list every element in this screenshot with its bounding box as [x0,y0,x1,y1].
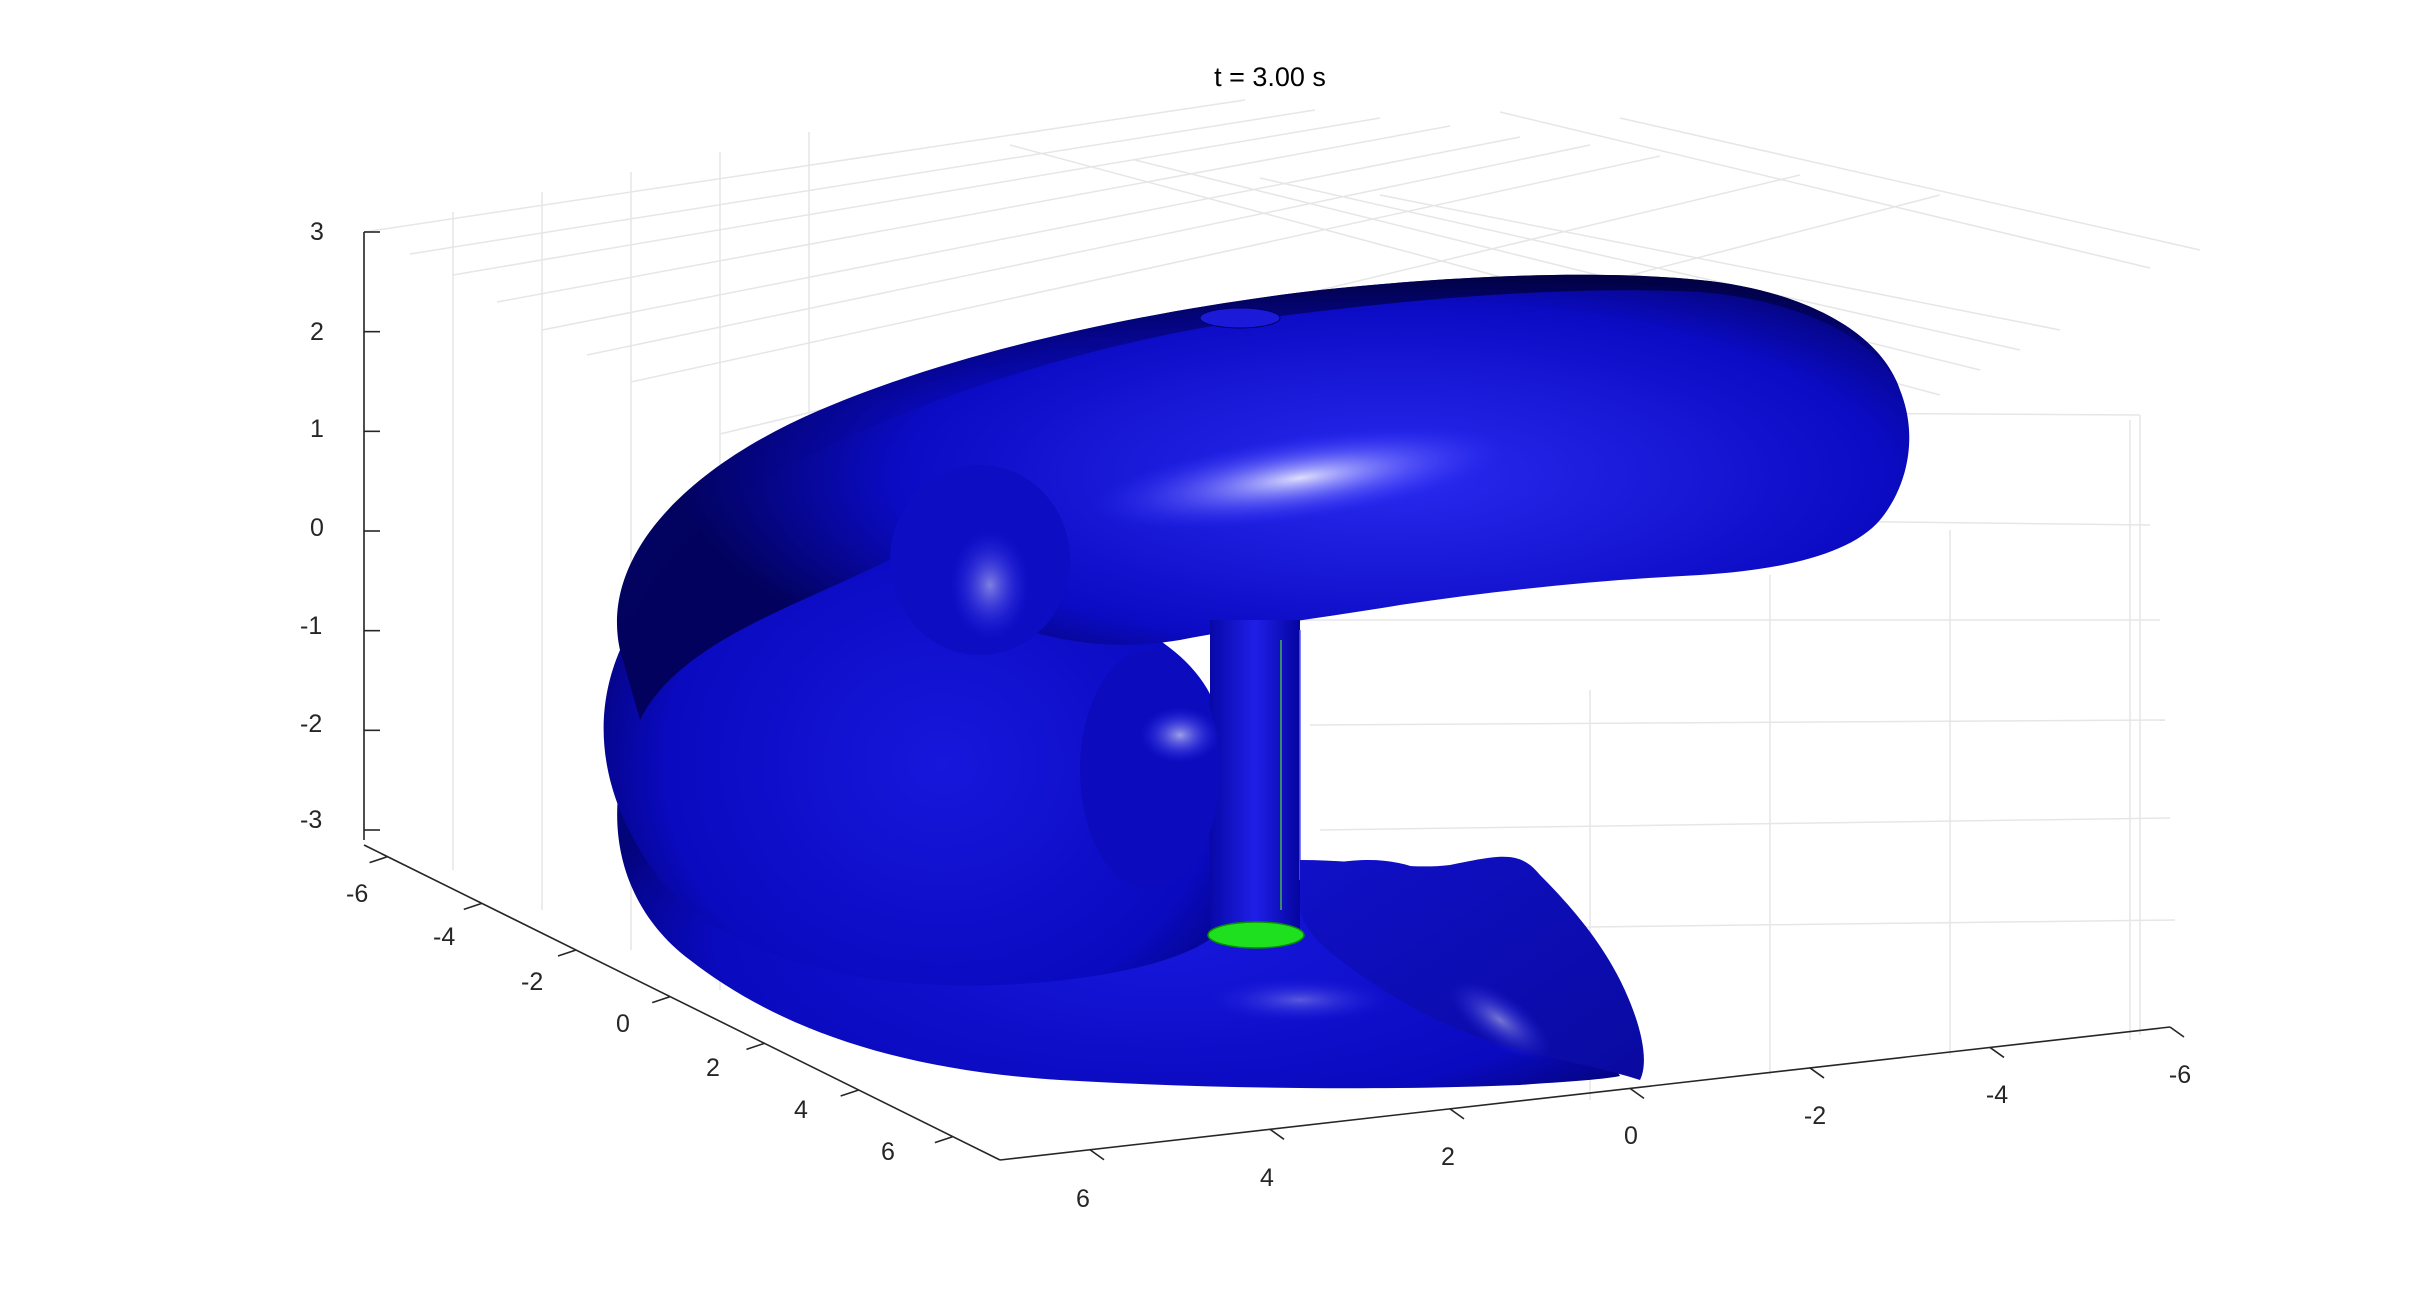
grid-line [541,136,1521,331]
isosurface [603,274,1910,1089]
tick-marks [364,231,2185,1161]
tick-mark [1269,1128,1285,1140]
tick-mark [369,855,388,864]
z-tick-label: -2 [300,710,322,738]
surface-top-shade [616,274,1900,650]
y-tick-label: 0 [616,1010,630,1038]
specular-highlight [1091,427,1509,529]
tick-mark [746,1042,765,1051]
tick-mark [840,1089,859,1097]
y-tick-label: 2 [706,1054,720,1082]
tick-mark [1629,1087,1645,1100]
surface-fin [1300,856,1644,1080]
tick-mark [557,949,577,957]
tick-mark [1989,1046,2005,1059]
y-axis-line [363,844,1001,1161]
x-tick-label: 2 [1441,1143,1455,1171]
green-cap [1207,921,1305,949]
grid-line [452,117,1381,276]
tick-mark [2169,1026,2185,1038]
surface-shoulder [1080,650,1220,890]
grid-line [1259,177,2021,351]
y-tick-label: 4 [794,1096,808,1124]
tick-mark [1809,1067,1825,1079]
y-tick-label: -6 [346,880,368,908]
x-axis-line [999,1026,2171,1161]
specular-highlight [1210,978,1390,1022]
tick-mark [1089,1149,1105,1161]
y-tick-label: 6 [881,1138,895,1166]
x-tick-labels: 6 4 2 0 -2 -4 -6 [1076,1061,2191,1213]
grid-line [409,109,1316,255]
chart-title: t = 3.00 s [1214,62,1326,92]
grid-line [1619,117,2201,251]
grid-line [630,155,1661,383]
z-tick-label: -1 [300,612,322,640]
z-tick-label: 1 [310,415,324,443]
x-tick-label: 6 [1076,1185,1090,1213]
grid-line [1319,817,2171,831]
grid-line [363,99,1246,233]
specular-highlight [1448,979,1552,1061]
z-tick-labels: 3 2 1 0 -1 -2 -3 [300,218,324,834]
surface-stem [1210,620,1300,930]
grid-line [586,144,1591,356]
z-tick-label: 0 [310,514,324,542]
surface-top-nub [1199,307,1281,329]
y-tick-label: -2 [521,968,543,996]
x-tick-label: -6 [2169,1061,2191,1089]
tick-mark [463,902,483,911]
tick-mark [1449,1108,1465,1120]
specular-highlight [1140,707,1220,763]
tick-mark [651,995,671,1004]
axes [363,232,2171,1161]
y-tick-labels: -6 -4 -2 0 2 4 6 [346,880,895,1166]
x-tick-label: 4 [1260,1164,1274,1192]
grid-line [496,125,1451,303]
tick-mark [934,1135,954,1144]
specular-highlight [950,530,1030,640]
z-tick-label: -3 [300,806,322,834]
x-tick-label: 0 [1624,1122,1638,1150]
grid-line [1309,719,2166,726]
y-tick-label: -4 [433,923,455,951]
x-tick-label: -4 [1986,1081,2008,1109]
x-tick-label: -2 [1804,1102,1826,1130]
z-tick-label: 2 [310,318,324,346]
z-tick-label: 3 [310,218,324,246]
grid-line [1379,194,2061,331]
grid-line [1499,111,2151,269]
